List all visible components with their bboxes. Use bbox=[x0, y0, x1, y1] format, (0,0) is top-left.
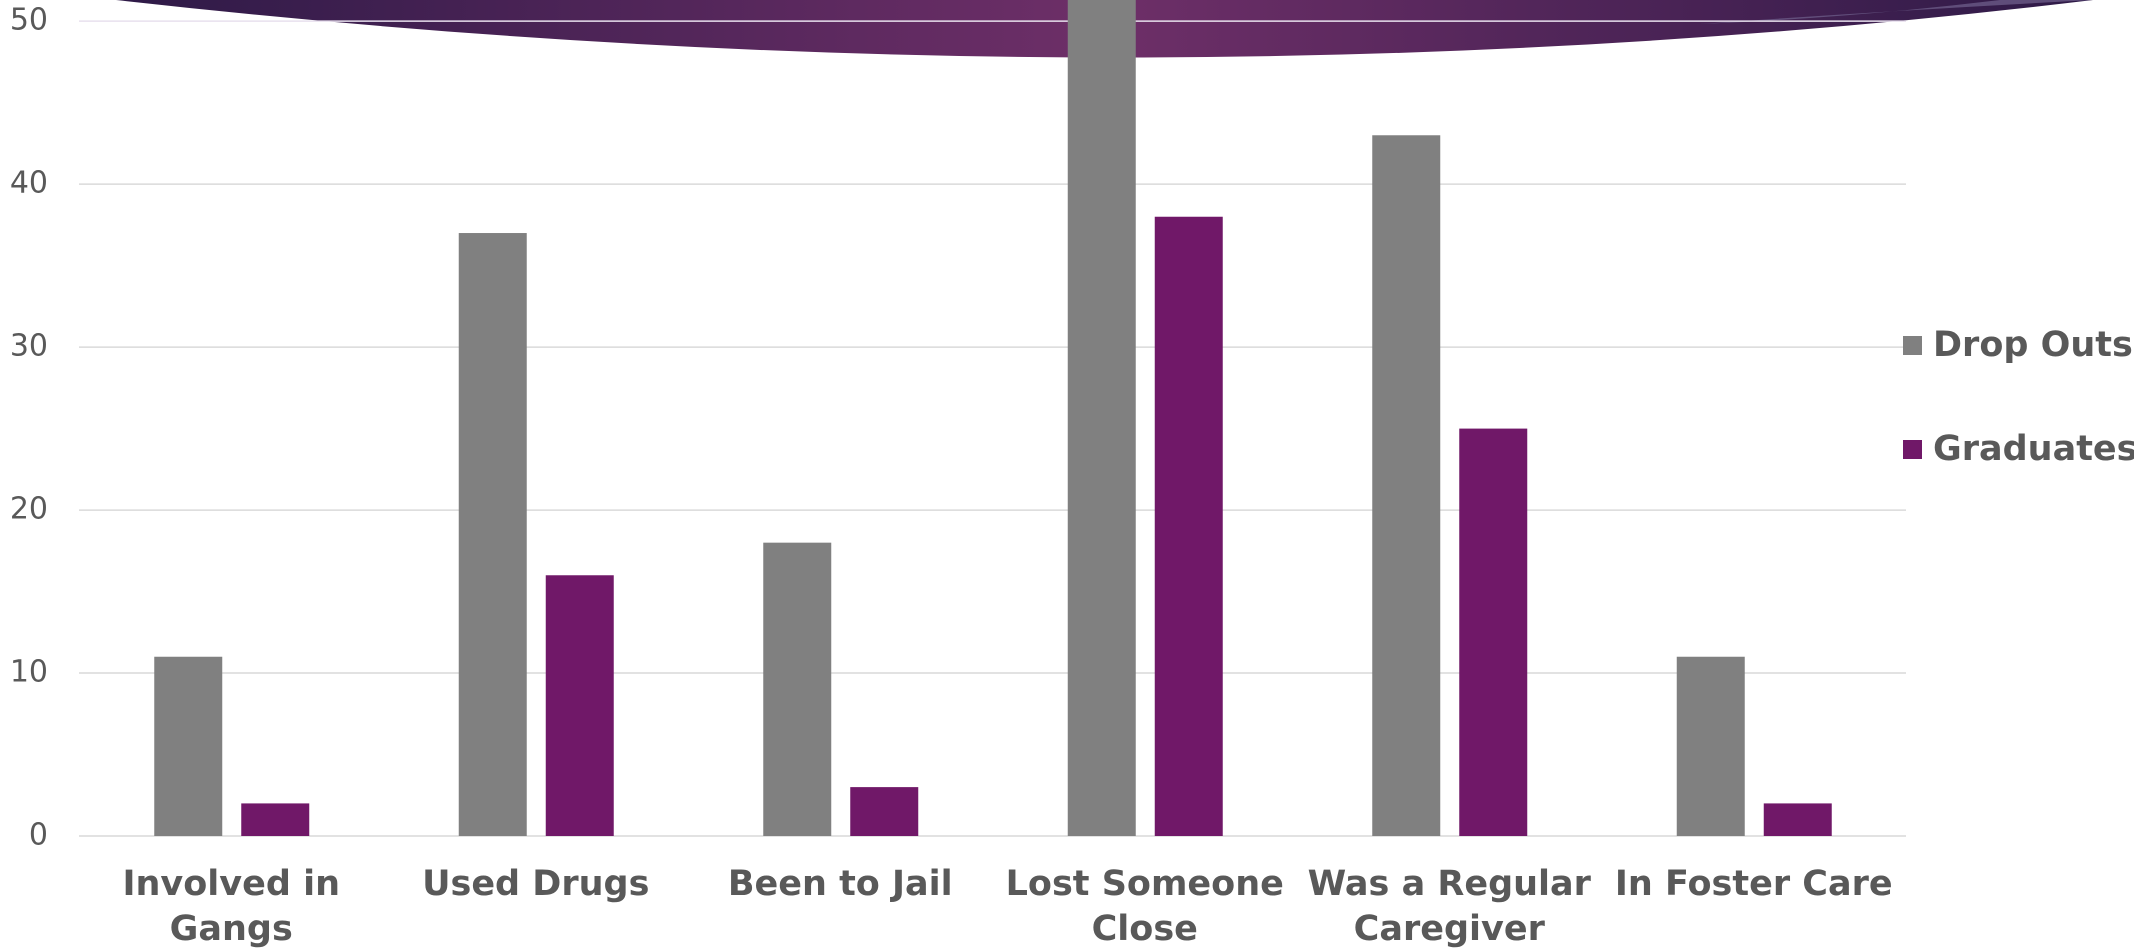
bar bbox=[1676, 656, 1745, 836]
bar bbox=[1372, 135, 1441, 836]
x-tick-label: Was a Regular Caregiver bbox=[1307, 864, 1591, 949]
legend-swatch bbox=[1903, 440, 1922, 459]
bar bbox=[763, 542, 832, 836]
y-tick-label: 50 bbox=[10, 3, 48, 38]
bar bbox=[545, 575, 614, 836]
y-tick-label: 40 bbox=[10, 166, 48, 201]
bar bbox=[1067, 0, 1136, 836]
x-tick-label: Lost Someone Close bbox=[1005, 864, 1284, 949]
x-tick-label: Used Drugs bbox=[422, 864, 650, 904]
bar bbox=[1763, 803, 1832, 836]
grid bbox=[79, 20, 1906, 837]
bar bbox=[1459, 428, 1528, 836]
y-tick-label: 0 bbox=[29, 818, 48, 853]
decorative-stripe bbox=[1700, 0, 2093, 24]
bar bbox=[154, 656, 223, 836]
labels: 0 10 20 30 40 50 Drop Outs Graduates bbox=[10, 3, 2134, 853]
y-tick-label: 30 bbox=[10, 329, 48, 364]
legend-swatch bbox=[1903, 336, 1922, 355]
bar bbox=[850, 787, 919, 836]
legend-label: Graduates bbox=[1933, 429, 2134, 469]
y-tick-label: 10 bbox=[10, 655, 48, 690]
bar bbox=[241, 803, 310, 836]
x-tick-label: Involved in Gangs bbox=[122, 864, 340, 949]
bar bbox=[1154, 216, 1223, 836]
x-tick-label: In Foster Care bbox=[1614, 864, 1893, 904]
bars bbox=[154, 0, 1832, 836]
y-tick-label: 20 bbox=[10, 492, 48, 527]
bar bbox=[458, 233, 527, 836]
legend-label: Drop Outs bbox=[1933, 325, 2133, 365]
x-tick-label: Been to Jail bbox=[727, 864, 953, 904]
